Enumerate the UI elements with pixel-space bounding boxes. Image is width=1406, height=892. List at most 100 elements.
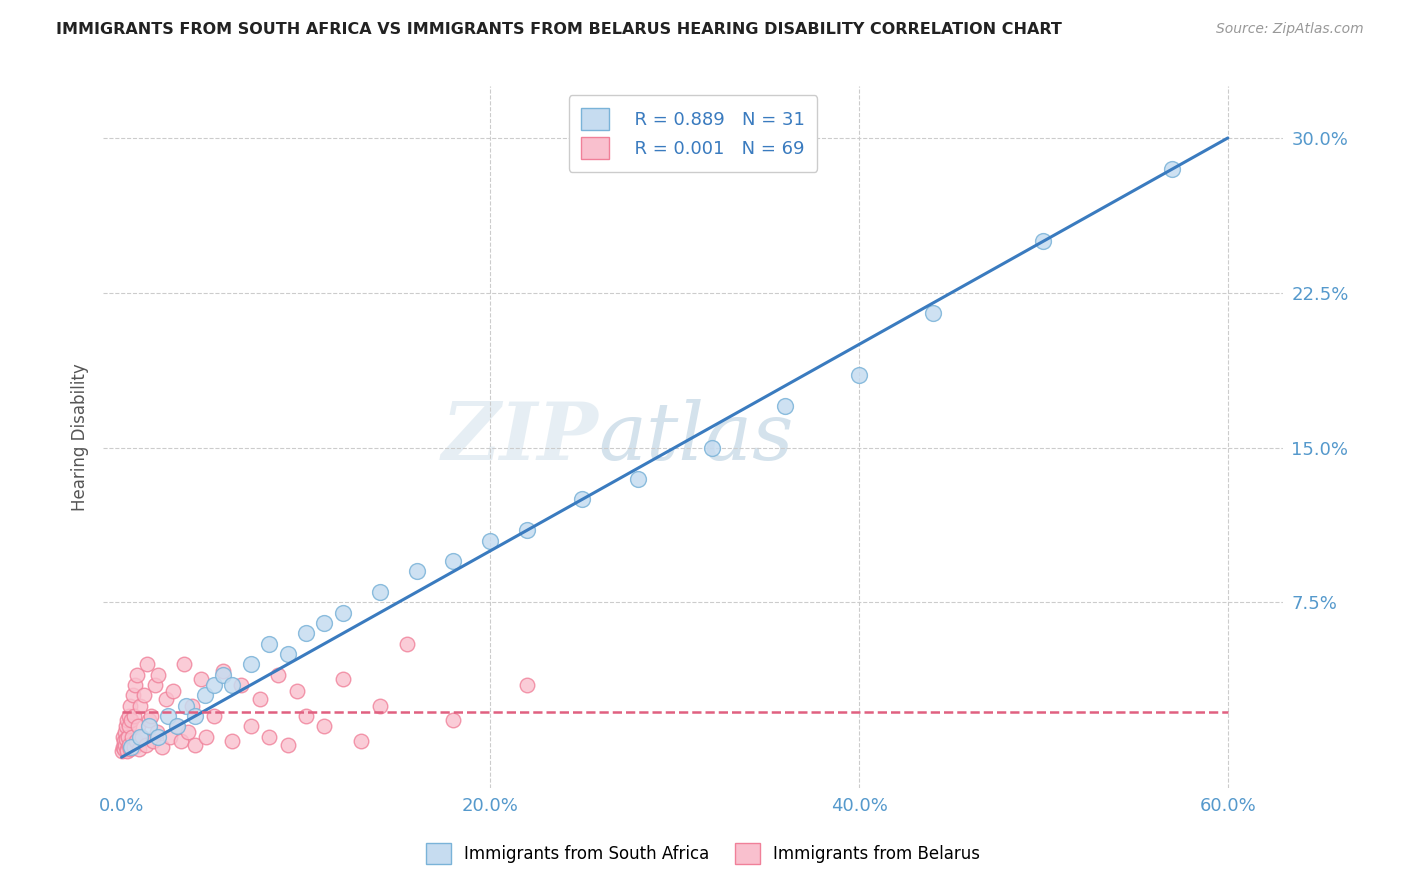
Point <box>177 725 200 739</box>
Point <box>169 733 191 747</box>
Point <box>276 738 298 752</box>
Point <box>174 698 197 713</box>
Point <box>350 733 373 747</box>
Point <box>368 585 391 599</box>
Point <box>627 472 650 486</box>
Point <box>162 684 184 698</box>
Point <box>112 739 135 754</box>
Point <box>173 657 195 672</box>
Point <box>115 742 138 756</box>
Point <box>396 637 419 651</box>
Point <box>112 742 135 756</box>
Point <box>155 692 177 706</box>
Point <box>848 368 870 383</box>
Point <box>195 730 218 744</box>
Point <box>111 744 134 758</box>
Point <box>129 698 152 713</box>
Point <box>184 738 207 752</box>
Point <box>131 730 153 744</box>
Point <box>1032 234 1054 248</box>
Point <box>368 698 391 713</box>
Point <box>202 709 225 723</box>
Point <box>117 730 139 744</box>
Point <box>112 730 135 744</box>
Point <box>148 730 170 744</box>
Point <box>775 400 797 414</box>
Point <box>135 738 157 752</box>
Point <box>125 733 148 747</box>
Point <box>221 678 243 692</box>
Point <box>118 738 141 752</box>
Point <box>114 719 136 733</box>
Point <box>267 667 290 681</box>
Point <box>239 657 262 672</box>
Point <box>190 672 212 686</box>
Point <box>128 742 150 756</box>
Point <box>121 730 143 744</box>
Legend:   R = 0.889   N = 31,   R = 0.001   N = 69: R = 0.889 N = 31, R = 0.001 N = 69 <box>569 95 817 172</box>
Point <box>405 565 427 579</box>
Point <box>145 725 167 739</box>
Point <box>115 731 138 746</box>
Text: ZIP: ZIP <box>441 399 599 476</box>
Point <box>184 709 207 723</box>
Point <box>332 606 354 620</box>
Point <box>314 616 336 631</box>
Point <box>114 738 136 752</box>
Point <box>285 684 308 698</box>
Point <box>148 667 170 681</box>
Point <box>921 306 943 320</box>
Point <box>479 533 502 548</box>
Point <box>112 733 135 747</box>
Point <box>143 678 166 692</box>
Point <box>221 733 243 747</box>
Point <box>139 709 162 723</box>
Point <box>124 678 146 692</box>
Point <box>1161 161 1184 176</box>
Point <box>249 692 271 706</box>
Point <box>142 733 165 747</box>
Point <box>127 719 149 733</box>
Point <box>239 719 262 733</box>
Point <box>118 719 141 733</box>
Point <box>180 698 202 713</box>
Point <box>129 730 152 744</box>
Point <box>136 657 159 672</box>
Point <box>332 672 354 686</box>
Point <box>212 667 235 681</box>
Point <box>124 709 146 723</box>
Text: Source: ZipAtlas.com: Source: ZipAtlas.com <box>1216 22 1364 37</box>
Y-axis label: Hearing Disability: Hearing Disability <box>72 363 89 511</box>
Point <box>571 492 593 507</box>
Point <box>138 713 160 727</box>
Point <box>314 719 336 733</box>
Point <box>156 709 179 723</box>
Point <box>700 441 723 455</box>
Text: atlas: atlas <box>599 399 794 476</box>
Point <box>295 709 318 723</box>
Point <box>127 667 149 681</box>
Point <box>150 739 173 754</box>
Point <box>132 689 155 703</box>
Point <box>516 678 538 692</box>
Point <box>118 698 141 713</box>
Point <box>120 739 142 754</box>
Point <box>117 744 139 758</box>
Point <box>138 719 160 733</box>
Point <box>166 719 188 733</box>
Point <box>276 647 298 661</box>
Point <box>295 626 318 640</box>
Point <box>212 664 235 678</box>
Point <box>159 730 181 744</box>
Point <box>516 523 538 537</box>
Point <box>193 689 215 703</box>
Point <box>231 678 253 692</box>
Text: IMMIGRANTS FROM SOUTH AFRICA VS IMMIGRANTS FROM BELARUS HEARING DISABILITY CORRE: IMMIGRANTS FROM SOUTH AFRICA VS IMMIGRAN… <box>56 22 1062 37</box>
Point <box>122 739 145 754</box>
Point <box>114 725 136 739</box>
Point <box>443 713 465 727</box>
Point <box>120 742 142 756</box>
Point <box>117 709 139 723</box>
Point <box>202 678 225 692</box>
Legend: Immigrants from South Africa, Immigrants from Belarus: Immigrants from South Africa, Immigrants… <box>419 837 987 871</box>
